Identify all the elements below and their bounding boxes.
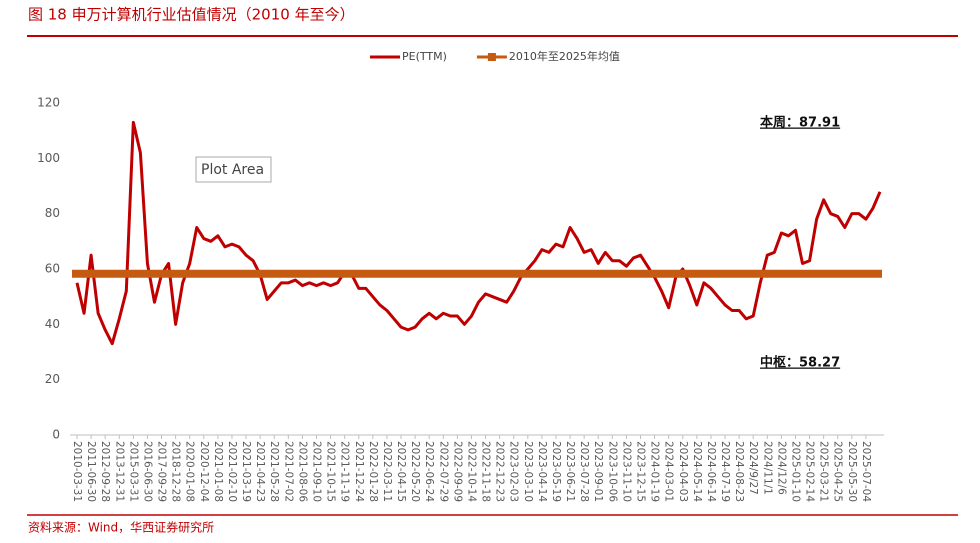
x-tick-label: 2021-10-15	[325, 441, 337, 502]
x-tick-label: 2010-03-31	[71, 441, 83, 502]
x-tick-label: 2025-03-21	[818, 441, 830, 502]
y-tick-label: 100	[37, 151, 60, 165]
annotation: 本周：87.91	[760, 115, 840, 131]
x-tick-label: 2024-06-14	[705, 441, 717, 502]
y-tick-label: 60	[45, 262, 60, 276]
x-tick-label: 2023-03-10	[522, 441, 534, 502]
x-tick-label: 2021-04-23	[254, 441, 266, 502]
x-tick-label: 2021-11-19	[339, 441, 351, 502]
x-tick-label: 2021-09-10	[310, 441, 322, 502]
x-tick-label: 2024-08-23	[733, 441, 745, 502]
x-tick-label: 2024/9/27	[747, 441, 759, 495]
x-tick-label: 2022-03-11	[381, 441, 393, 502]
tooltip-box	[195, 156, 272, 183]
x-tick-label: 2021-07-02	[282, 441, 294, 502]
x-tick-label: 2025-05-30	[846, 441, 858, 502]
x-tick-label: 2021-02-10	[226, 441, 238, 502]
x-tick-label: 2023-10-06	[606, 441, 618, 502]
x-tick-label: 2021-01-08	[212, 441, 224, 502]
y-tick-label: 120	[37, 96, 60, 110]
x-tick-label: 2017-09-29	[156, 441, 168, 502]
x-tick-label: 2023-12-15	[635, 441, 647, 502]
annotation: 中枢：58.27	[760, 355, 840, 371]
x-tick-label: 2021-12-24	[353, 441, 365, 502]
x-tick-label: 2024-05-14	[691, 441, 703, 502]
x-tick-label: 2024/12/6	[775, 441, 787, 495]
x-tick-label: 2022-04-15	[395, 441, 407, 502]
chart-title: 图 18 申万计算机行业估值情况（2010 年至今）	[28, 6, 355, 24]
legend-marker	[487, 53, 496, 61]
x-tick-label: 2023-11-10	[620, 441, 632, 502]
x-tick-label: 2020-01-08	[184, 441, 196, 502]
x-tick-label: 2022-07-29	[437, 441, 449, 502]
x-tick-label: 2021-03-19	[240, 441, 252, 502]
source: 资料来源：Wind，华西证券研究所	[28, 520, 214, 535]
x-tick-label: 2025-01-10	[789, 441, 801, 502]
y-tick-label: 80	[45, 206, 60, 220]
x-tick-label: 2023-07-28	[578, 441, 590, 502]
x-tick-label: 2022-12-23	[494, 441, 506, 502]
x-tick-label: 2023-04-14	[536, 441, 548, 502]
x-tick-label: 2024-01-19	[649, 441, 661, 502]
x-tick-label: 2018-12-28	[170, 441, 182, 502]
legend-label: PE(TTM)	[402, 50, 447, 63]
y-tick-label: 20	[45, 372, 60, 386]
x-tick-label: 2023-02-03	[508, 441, 520, 502]
x-tick-label: 2023-09-01	[592, 441, 604, 502]
x-tick-label: 2025-04-25	[832, 441, 844, 502]
x-tick-label: 2023-06-21	[564, 441, 576, 502]
x-tick-label: 2022-06-24	[423, 441, 435, 502]
tooltip: Plot Area	[201, 162, 264, 178]
x-tick-label: 2022-09-09	[451, 441, 463, 502]
x-tick-label: 2022-01-28	[367, 441, 379, 502]
y-tick-label: 40	[45, 317, 60, 331]
x-tick-label: 2024-03-01	[663, 441, 675, 502]
x-tick-label: 2020-12-04	[198, 441, 210, 502]
x-tick-label: 2024-04-03	[677, 441, 689, 502]
x-tick-label: 2023-05-19	[550, 441, 562, 502]
x-tick-label: 2011-06-30	[85, 441, 97, 502]
x-tick-label: 2022-10-14	[465, 441, 477, 502]
x-tick-label: 2021-08-06	[296, 441, 308, 502]
x-tick-label: 2024-07-19	[719, 441, 731, 502]
x-tick-label: 2015-03-31	[127, 441, 139, 502]
pe-line	[75, 120, 882, 346]
y-tick-label: 0	[52, 428, 60, 442]
x-tick-label: 2022-05-20	[409, 441, 421, 502]
x-tick-label: 2024/11/1	[761, 441, 773, 495]
legend-label: 2010年至2025年均值	[509, 49, 620, 63]
x-tick-label: 2021-05-28	[268, 441, 280, 502]
x-tick-label: 2012-09-28	[99, 441, 111, 502]
x-tick-label: 2016-06-30	[141, 441, 153, 502]
x-tick-label: 2013-12-31	[113, 441, 125, 502]
x-tick-label: 2025-02-14	[804, 441, 816, 502]
x-tick-label: 2022-11-18	[480, 441, 492, 502]
x-tick-label: 2025-07-04	[860, 441, 872, 502]
